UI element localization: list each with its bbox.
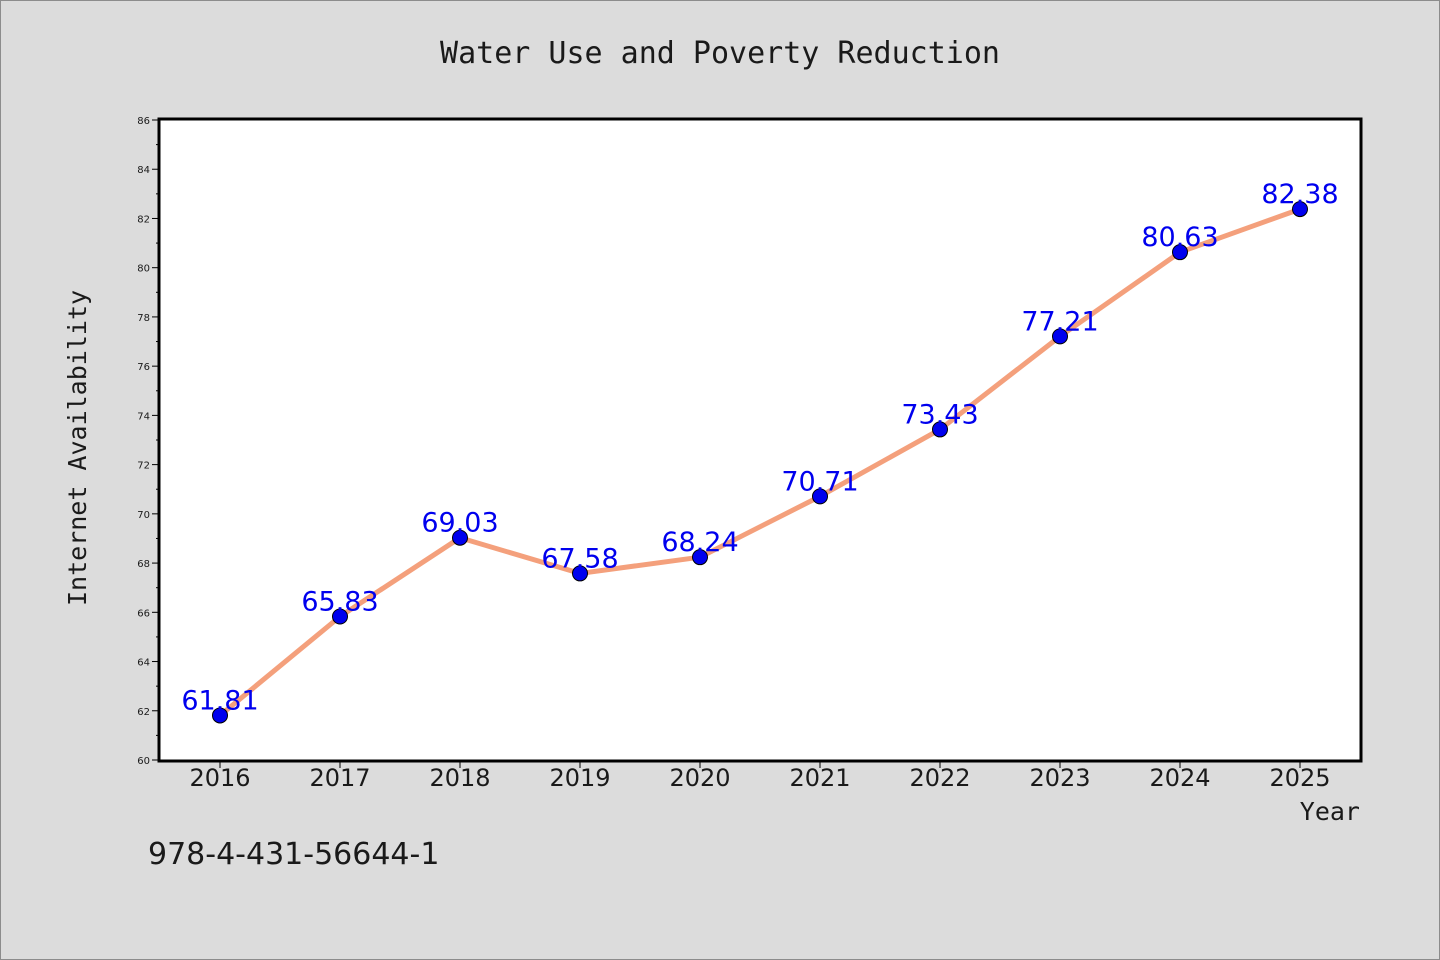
data-label: 77.21 xyxy=(1021,306,1098,337)
series-line-group: 61.81 65.83 69.03 67.58 68.24 70.71 73.43 77.21… xyxy=(181,179,1339,724)
x-tick-label: 2016 xyxy=(189,764,250,792)
data-point xyxy=(572,565,588,582)
footer-identifier: 978-4-431-56644-1 xyxy=(148,837,439,872)
x-tick-label: 2018 xyxy=(429,764,490,792)
data-point xyxy=(332,608,348,625)
y-tick-label: 70 xyxy=(137,510,150,521)
data-point xyxy=(452,529,468,546)
data-label: 73.43 xyxy=(901,399,978,430)
y-tick-label: 62 xyxy=(137,707,150,718)
y-tick-label: 84 xyxy=(137,165,150,176)
y-tick-label: 86 xyxy=(137,116,150,127)
x-tick-label: 2025 xyxy=(1269,764,1330,792)
chart-title: Water Use and Poverty Reduction xyxy=(440,36,1000,71)
y-tick-label: 68 xyxy=(137,559,150,570)
x-tick-label: 2017 xyxy=(309,764,370,792)
y-tick-label: 76 xyxy=(137,362,150,373)
y-tick-label: 82 xyxy=(137,214,150,225)
data-point xyxy=(212,707,228,724)
data-label: 68.24 xyxy=(661,527,738,558)
x-axis-label: Year xyxy=(1300,797,1360,826)
y-tick-label: 80 xyxy=(137,264,150,275)
data-label: 61.81 xyxy=(181,685,258,716)
y-tick-label: 66 xyxy=(137,608,150,619)
x-axis: 2016 2017 2018 2019 2020 2021 2022 2023 2024 2025 xyxy=(189,760,1331,792)
data-point xyxy=(692,549,708,566)
data-label: 65.83 xyxy=(301,586,378,617)
y-tick-label: 60 xyxy=(137,756,150,767)
y-tick-label: 72 xyxy=(137,461,150,472)
x-tick-label: 2022 xyxy=(909,764,970,792)
y-tick-label: 78 xyxy=(137,313,150,324)
data-point xyxy=(1052,328,1068,345)
x-tick-label: 2020 xyxy=(669,764,730,792)
data-label: 82.38 xyxy=(1261,179,1338,210)
data-point xyxy=(812,488,828,505)
plot-area xyxy=(157,117,1363,763)
data-label: 70.71 xyxy=(781,466,858,497)
data-point xyxy=(932,421,948,438)
data-label: 67.58 xyxy=(541,543,618,574)
y-tick-label: 74 xyxy=(137,411,150,422)
y-tick-label: 64 xyxy=(137,658,150,669)
x-tick-label: 2024 xyxy=(1149,764,1210,792)
y-axis-label: Internet Availability xyxy=(63,290,92,606)
data-label: 69.03 xyxy=(421,508,498,539)
data-label: 80.63 xyxy=(1141,222,1218,253)
y-axis: 60 62 64 66 68 70 72 74 76 78 80 82 84 86 xyxy=(137,116,160,767)
series-line xyxy=(217,206,1303,718)
data-point xyxy=(1172,244,1188,261)
x-tick-label: 2023 xyxy=(1029,764,1090,792)
data-point xyxy=(1292,201,1308,218)
x-tick-label: 2019 xyxy=(549,764,610,792)
x-tick-label: 2021 xyxy=(789,764,850,792)
